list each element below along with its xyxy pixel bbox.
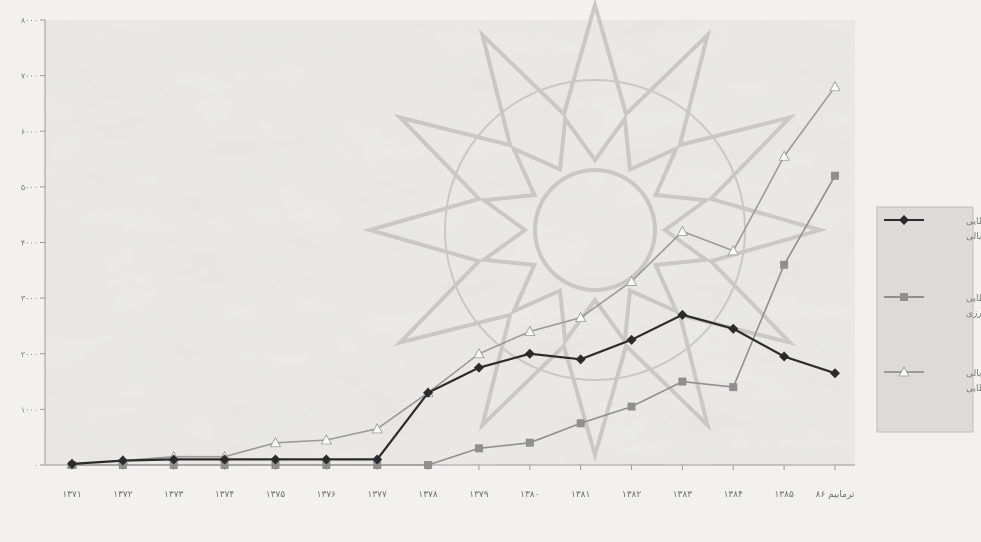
x-tick-labels: ۱۳۷۱ ۱۳۷۲ ۱۳۷۳ ۱۳۷۴ ۱۳۷۵ ۱۳۷۶ ۱۳۷۷ ۱۳۷۸ ۱۳۷۹ ۱۳۸۰… <box>62 465 855 500</box>
legend-box <box>876 206 974 433</box>
x-tick-label: ۱۳۸۴ <box>724 490 744 500</box>
y-tick-label: ۲۰۰۰ <box>21 350 38 359</box>
series-point <box>576 419 585 428</box>
series-point <box>898 366 910 377</box>
series-point <box>676 225 689 236</box>
legend-label: تسهیلات اعطایی <box>966 217 981 227</box>
series-point <box>575 354 586 365</box>
y-tick-label: ۳۰۰۰ <box>21 294 38 303</box>
series-point <box>423 387 434 398</box>
series-point <box>269 436 282 448</box>
y-tick-label: ۶۰۰۰ <box>21 127 38 136</box>
series-point <box>424 461 433 469</box>
series-point <box>625 275 638 286</box>
x-tick-label: ۱۳۷۳ <box>164 490 184 500</box>
legend-item: تسهیلات اعطایی ریالی <box>884 215 981 242</box>
rosette-outer-star <box>362 0 828 463</box>
legend-label: تسهیلات اعطایی <box>966 294 981 304</box>
series-point <box>169 461 178 469</box>
legend-label: ریالی <box>966 232 981 242</box>
y-tick-label: ۷۰۰۰ <box>21 72 38 81</box>
x-tick-label: ۱۳۸۰ <box>520 490 539 500</box>
series-layer <box>66 80 841 469</box>
series-point <box>220 461 229 469</box>
series-point <box>729 383 738 392</box>
x-tick-label: ۱۳۷۸ <box>418 490 438 500</box>
series-point <box>373 461 382 469</box>
x-tick-label: ۱۳۷۱ <box>62 490 81 500</box>
series-diamond <box>67 309 840 469</box>
x-tick-label: ۱۳۷۴ <box>215 490 235 500</box>
series-point <box>574 311 587 322</box>
series-point <box>727 245 739 256</box>
x-tick-label: ۱۳۷۲ <box>113 490 133 500</box>
series-point <box>322 461 331 469</box>
series-point <box>117 455 128 466</box>
rosette-inner-star <box>478 113 712 347</box>
x-tick-label: ۱۳۷۵ <box>266 490 286 500</box>
series-point <box>524 348 535 359</box>
series-point <box>473 347 485 359</box>
series-point <box>67 458 77 469</box>
series-point <box>899 215 909 225</box>
series-point <box>778 150 790 161</box>
series-point <box>321 454 332 465</box>
plot-texture <box>45 20 855 465</box>
x-tick-label: ۱۳۸۵ <box>774 490 794 500</box>
y-tick-label: ۸۰۰۰ <box>21 16 38 25</box>
series-square <box>68 171 839 469</box>
series-point <box>626 334 637 345</box>
y-tick-label: ۵۰۰۰ <box>21 183 38 192</box>
series-line <box>71 86 836 465</box>
series-point <box>524 325 536 336</box>
series-point <box>779 351 790 362</box>
series-point <box>525 438 534 447</box>
series-point <box>831 171 839 180</box>
series-line <box>71 313 836 465</box>
series-point <box>474 444 483 453</box>
x-tick-label: ۱۳۸۱ <box>571 490 590 500</box>
series-point <box>728 323 739 334</box>
series-point <box>780 260 789 269</box>
x-tick-label: ۱۳۷۶ <box>317 490 337 500</box>
series-line <box>72 175 836 466</box>
series-point <box>320 434 333 445</box>
series-point <box>271 461 280 469</box>
legend-label: تسهیلات اعطایی <box>966 384 981 394</box>
legend: تسهیلات اعطایی ریالی تسهیلات اعطایی ارزی معا… <box>876 206 981 433</box>
x-tick-label: ۱۳۸۳ <box>673 490 693 500</box>
series-point <box>829 80 841 92</box>
legend-item: معادل ریالی تسهیلات اعطایی <box>884 366 981 394</box>
x-tick-label: ۱۳۷۹ <box>469 490 489 500</box>
y-tick-label: ۱۰۰۰ <box>21 405 38 414</box>
series-point <box>830 368 840 379</box>
series-point <box>677 309 688 320</box>
legend-items: تسهیلات اعطایی ریالی تسهیلات اعطایی ارزی معا… <box>884 215 981 394</box>
legend-label: ارزی <box>966 309 981 319</box>
series-point <box>372 454 383 465</box>
x-tick-label: ترمابیم ۸۶ <box>816 490 855 500</box>
y-tick-labels: ۰ ۱۰۰۰ ۲۰۰۰ ۳۰۰۰ ۴۰۰۰ ۵۰۰۰ ۶۰۰۰ ۷۰۰۰ ۸۰۰۰ <box>21 16 45 470</box>
series-point <box>678 377 687 386</box>
series-point <box>371 423 383 434</box>
series-point <box>627 402 636 411</box>
x-tick-label: ۱۳۷۷ <box>368 490 388 500</box>
x-tick-label: ۱۳۸۲ <box>622 490 642 500</box>
rosette-center-ring <box>533 168 657 292</box>
series-point <box>168 454 179 465</box>
series-point <box>900 293 908 301</box>
legend-item: تسهیلات اعطایی ارزی <box>884 293 981 319</box>
legend-label: معادل ریالی <box>966 369 981 379</box>
series-point <box>270 454 281 465</box>
y-tick-label: ۴۰۰۰ <box>21 239 38 248</box>
series-point <box>473 362 484 373</box>
y-tick-label: ۰ <box>34 461 38 470</box>
series-point <box>219 454 230 465</box>
